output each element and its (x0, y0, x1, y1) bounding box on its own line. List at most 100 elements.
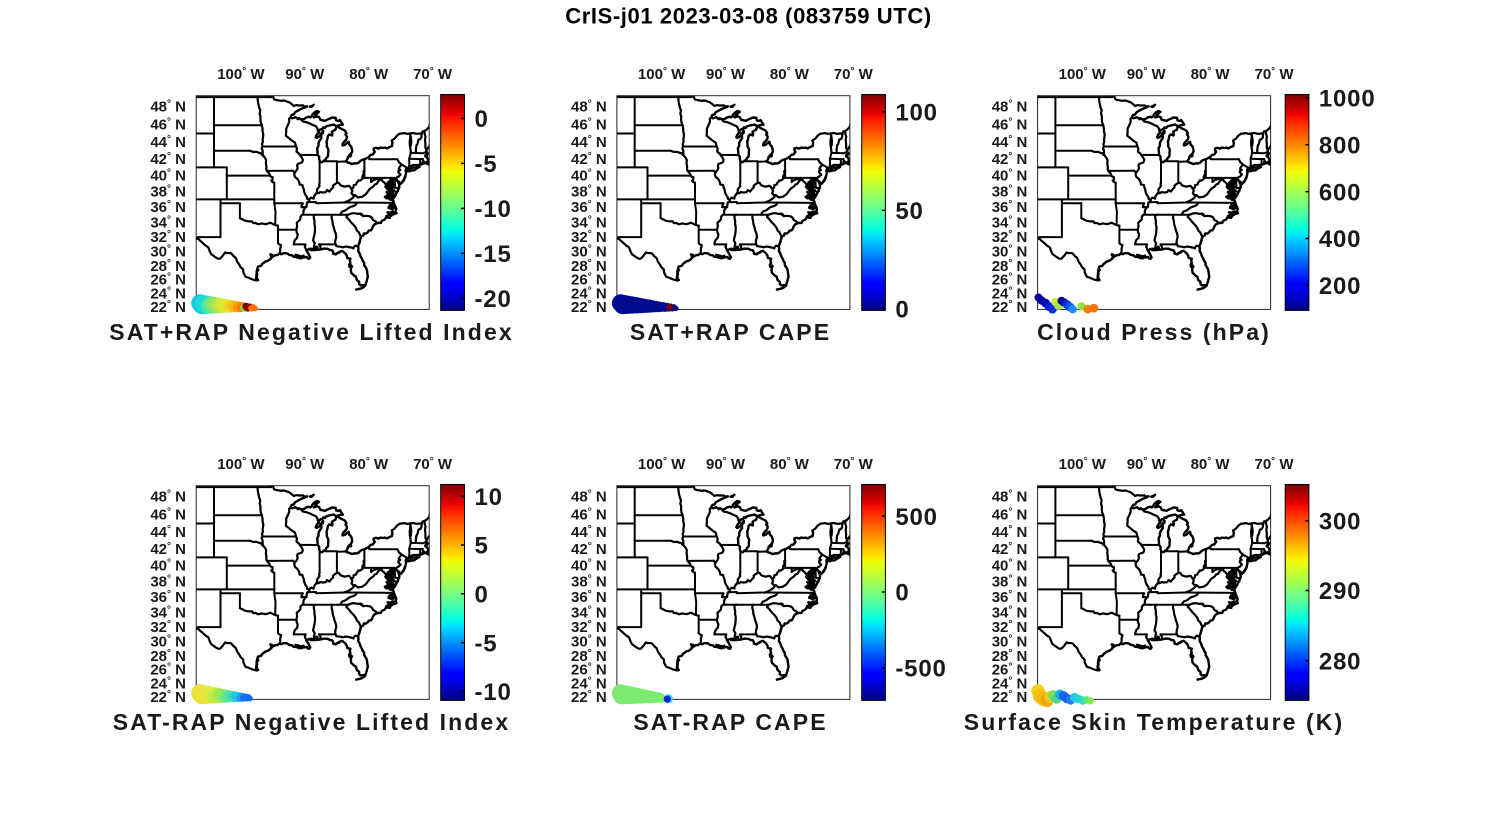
svg-text:600: 600 (1319, 179, 1361, 206)
svg-text:42° N: 42° N (150, 541, 186, 558)
svg-text:80° W: 80° W (349, 456, 389, 473)
svg-text:40° N: 40° N (992, 558, 1028, 575)
svg-text:200: 200 (1319, 273, 1361, 300)
svg-text:46° N: 46° N (150, 117, 186, 134)
svg-text:38° N: 38° N (571, 184, 607, 201)
svg-text:90° W: 90° W (706, 66, 746, 83)
svg-text:10: 10 (475, 484, 503, 511)
svg-text:28° N: 28° N (150, 648, 186, 665)
svg-text:22° N: 22° N (571, 299, 607, 316)
svg-text:48° N: 48° N (150, 98, 186, 115)
svg-text:-5: -5 (475, 630, 498, 657)
svg-text:SAT+RAP Negative Lifted Index: SAT+RAP Negative Lifted Index (109, 319, 514, 345)
svg-text:32° N: 32° N (992, 229, 1028, 246)
svg-text:38° N: 38° N (571, 574, 607, 591)
svg-text:44° N: 44° N (992, 524, 1028, 541)
svg-text:70° W: 70° W (413, 456, 453, 473)
svg-text:40° N: 40° N (150, 558, 186, 575)
svg-text:42° N: 42° N (992, 541, 1028, 558)
svg-text:30° N: 30° N (150, 634, 186, 651)
svg-text:32° N: 32° N (992, 619, 1028, 636)
svg-text:26° N: 26° N (150, 662, 186, 679)
svg-text:36° N: 36° N (571, 199, 607, 216)
svg-text:32° N: 32° N (150, 619, 186, 636)
svg-text:34° N: 34° N (992, 214, 1028, 231)
svg-text:SAT-RAP CAPE: SAT-RAP CAPE (633, 709, 827, 735)
svg-text:0: 0 (895, 297, 909, 324)
svg-text:44° N: 44° N (571, 524, 607, 541)
svg-text:-5: -5 (475, 151, 498, 178)
svg-text:22° N: 22° N (992, 689, 1028, 706)
svg-text:26° N: 26° N (571, 272, 607, 289)
svg-text:34° N: 34° N (571, 604, 607, 621)
svg-text:36° N: 36° N (992, 199, 1028, 216)
svg-text:0: 0 (475, 106, 489, 133)
svg-text:100: 100 (895, 100, 937, 127)
svg-text:Surface Skin Temperature (K): Surface Skin Temperature (K) (964, 709, 1344, 735)
svg-text:70° W: 70° W (1254, 66, 1294, 83)
svg-text:34° N: 34° N (571, 214, 607, 231)
svg-text:30° N: 30° N (992, 244, 1028, 261)
svg-text:22° N: 22° N (150, 299, 186, 316)
svg-text:400: 400 (1319, 226, 1361, 253)
svg-text:28° N: 28° N (571, 258, 607, 275)
svg-text:100° W: 100° W (1059, 66, 1107, 83)
svg-text:38° N: 38° N (992, 184, 1028, 201)
svg-text:70° W: 70° W (1254, 456, 1294, 473)
svg-text:32° N: 32° N (571, 619, 607, 636)
svg-text:24° N: 24° N (571, 675, 607, 692)
svg-text:44° N: 44° N (150, 524, 186, 541)
svg-text:44° N: 44° N (150, 134, 186, 151)
svg-text:32° N: 32° N (150, 229, 186, 246)
svg-text:46° N: 46° N (571, 507, 607, 524)
svg-text:34° N: 34° N (150, 604, 186, 621)
svg-text:0: 0 (895, 580, 909, 607)
svg-text:22° N: 22° N (992, 299, 1028, 316)
svg-text:22° N: 22° N (571, 689, 607, 706)
svg-text:28° N: 28° N (150, 258, 186, 275)
svg-text:38° N: 38° N (992, 574, 1028, 591)
svg-text:36° N: 36° N (150, 589, 186, 606)
svg-text:CrIS-j01 2023-03-08 (083759 UT: CrIS-j01 2023-03-08 (083759 UTC) (565, 4, 932, 29)
svg-text:48° N: 48° N (571, 98, 607, 115)
svg-text:1000: 1000 (1319, 86, 1376, 113)
svg-text:Cloud Press (hPa): Cloud Press (hPa) (1037, 319, 1271, 345)
svg-text:90° W: 90° W (706, 456, 746, 473)
svg-text:24° N: 24° N (150, 285, 186, 302)
svg-text:-10: -10 (475, 679, 512, 706)
svg-text:90° W: 90° W (285, 66, 325, 83)
svg-text:-10: -10 (475, 196, 512, 223)
svg-text:90° W: 90° W (1127, 456, 1167, 473)
svg-text:80° W: 80° W (1191, 66, 1231, 83)
svg-text:40° N: 40° N (571, 168, 607, 185)
svg-text:0: 0 (475, 582, 489, 609)
svg-text:24° N: 24° N (992, 285, 1028, 302)
svg-text:70° W: 70° W (413, 66, 453, 83)
svg-text:22° N: 22° N (150, 689, 186, 706)
svg-text:100° W: 100° W (638, 66, 686, 83)
svg-text:28° N: 28° N (992, 258, 1028, 275)
svg-text:24° N: 24° N (150, 675, 186, 692)
svg-text:100° W: 100° W (638, 456, 686, 473)
svg-text:48° N: 48° N (992, 98, 1028, 115)
svg-text:42° N: 42° N (571, 541, 607, 558)
svg-text:40° N: 40° N (150, 168, 186, 185)
svg-text:42° N: 42° N (992, 151, 1028, 168)
svg-text:5: 5 (475, 533, 489, 560)
svg-text:48° N: 48° N (992, 488, 1028, 505)
svg-text:34° N: 34° N (150, 214, 186, 231)
svg-text:SAT+RAP CAPE: SAT+RAP CAPE (630, 319, 831, 345)
svg-text:46° N: 46° N (571, 117, 607, 134)
svg-text:SAT-RAP Negative Lifted Index: SAT-RAP Negative Lifted Index (113, 709, 510, 735)
svg-text:46° N: 46° N (150, 507, 186, 524)
svg-text:48° N: 48° N (150, 488, 186, 505)
svg-text:36° N: 36° N (571, 589, 607, 606)
svg-text:80° W: 80° W (349, 66, 389, 83)
svg-text:42° N: 42° N (150, 151, 186, 168)
svg-text:44° N: 44° N (571, 134, 607, 151)
svg-text:26° N: 26° N (150, 272, 186, 289)
svg-text:26° N: 26° N (571, 662, 607, 679)
svg-text:300: 300 (1319, 509, 1361, 536)
svg-text:800: 800 (1319, 132, 1361, 159)
svg-text:-15: -15 (475, 241, 512, 268)
